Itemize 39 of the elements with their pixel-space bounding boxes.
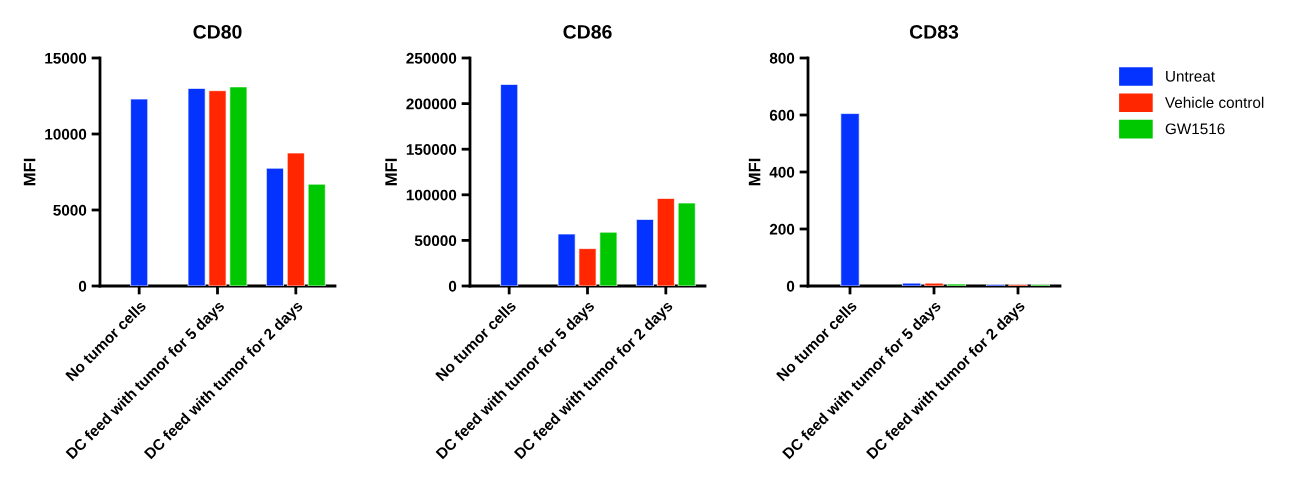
chart-title: CD80	[193, 24, 242, 39]
y-tick-label: 250000	[406, 52, 457, 64]
legend-label: Untreat	[1166, 71, 1215, 82]
y-axis-title: MFI	[385, 158, 397, 186]
y-tick-label: 5000	[53, 204, 87, 216]
bar	[636, 219, 654, 286]
chart-title: CD83	[909, 24, 959, 39]
y-tick-label: 50000	[414, 235, 457, 247]
bar	[924, 282, 944, 286]
y-tick-label: 100000	[406, 189, 457, 201]
y-tick-label: 200000	[406, 98, 457, 110]
bar	[266, 167, 284, 286]
y-tick-label: 150000	[406, 144, 457, 155]
y-tick-label: 800	[769, 52, 795, 64]
y-tick-label: 10000	[45, 128, 87, 140]
y-tick-label: 0	[448, 280, 457, 292]
bar	[307, 183, 326, 286]
legend-label: GW1516	[1165, 123, 1225, 135]
bar	[902, 282, 922, 286]
bar	[578, 248, 597, 286]
bar	[557, 233, 576, 286]
bar	[677, 202, 696, 286]
bar	[599, 231, 618, 286]
bar	[208, 90, 227, 286]
bar	[187, 88, 206, 286]
chart-title: CD86	[563, 24, 612, 39]
y-tick-label: 0	[786, 280, 795, 292]
bar	[946, 283, 966, 286]
bar	[229, 86, 248, 286]
y-tick-label: 400	[769, 166, 795, 178]
legend-label: Vehicle control	[1165, 96, 1264, 108]
y-tick-label: 0	[78, 280, 87, 292]
y-axis-title: MFI	[748, 158, 761, 186]
y-axis-title: MFI	[23, 158, 36, 186]
bar	[656, 198, 675, 286]
y-tick-label: 200	[769, 223, 795, 235]
bar	[286, 152, 305, 286]
y-tick-label: 15000	[45, 52, 87, 64]
y-tick-label: 600	[769, 109, 795, 121]
